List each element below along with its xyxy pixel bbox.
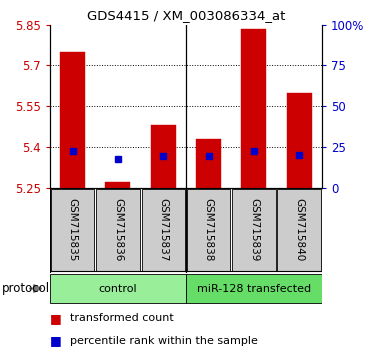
- Text: GSM715840: GSM715840: [294, 199, 304, 262]
- Text: GSM715835: GSM715835: [68, 198, 78, 262]
- Text: ■: ■: [50, 334, 62, 347]
- Text: ■: ■: [50, 312, 62, 325]
- Bar: [51, 189, 94, 271]
- Bar: [151, 125, 176, 188]
- Bar: [196, 139, 221, 188]
- Text: miR-128 transfected: miR-128 transfected: [197, 284, 311, 293]
- Text: GSM715837: GSM715837: [158, 198, 168, 262]
- Bar: [96, 189, 140, 271]
- Text: GSM715838: GSM715838: [204, 198, 213, 262]
- Text: control: control: [99, 284, 137, 293]
- Title: GDS4415 / XM_003086334_at: GDS4415 / XM_003086334_at: [87, 9, 285, 22]
- Text: GSM715839: GSM715839: [249, 198, 259, 262]
- Text: protocol: protocol: [2, 282, 50, 295]
- Bar: [242, 29, 266, 188]
- Bar: [278, 189, 321, 271]
- Text: GSM715836: GSM715836: [113, 198, 123, 262]
- Bar: [105, 182, 130, 188]
- Bar: [187, 189, 231, 271]
- Bar: [50, 274, 186, 303]
- Text: percentile rank within the sample: percentile rank within the sample: [70, 336, 258, 346]
- Text: transformed count: transformed count: [70, 313, 174, 323]
- Bar: [287, 93, 312, 188]
- Bar: [186, 274, 322, 303]
- Bar: [60, 52, 85, 188]
- Bar: [141, 189, 185, 271]
- Bar: [232, 189, 276, 271]
